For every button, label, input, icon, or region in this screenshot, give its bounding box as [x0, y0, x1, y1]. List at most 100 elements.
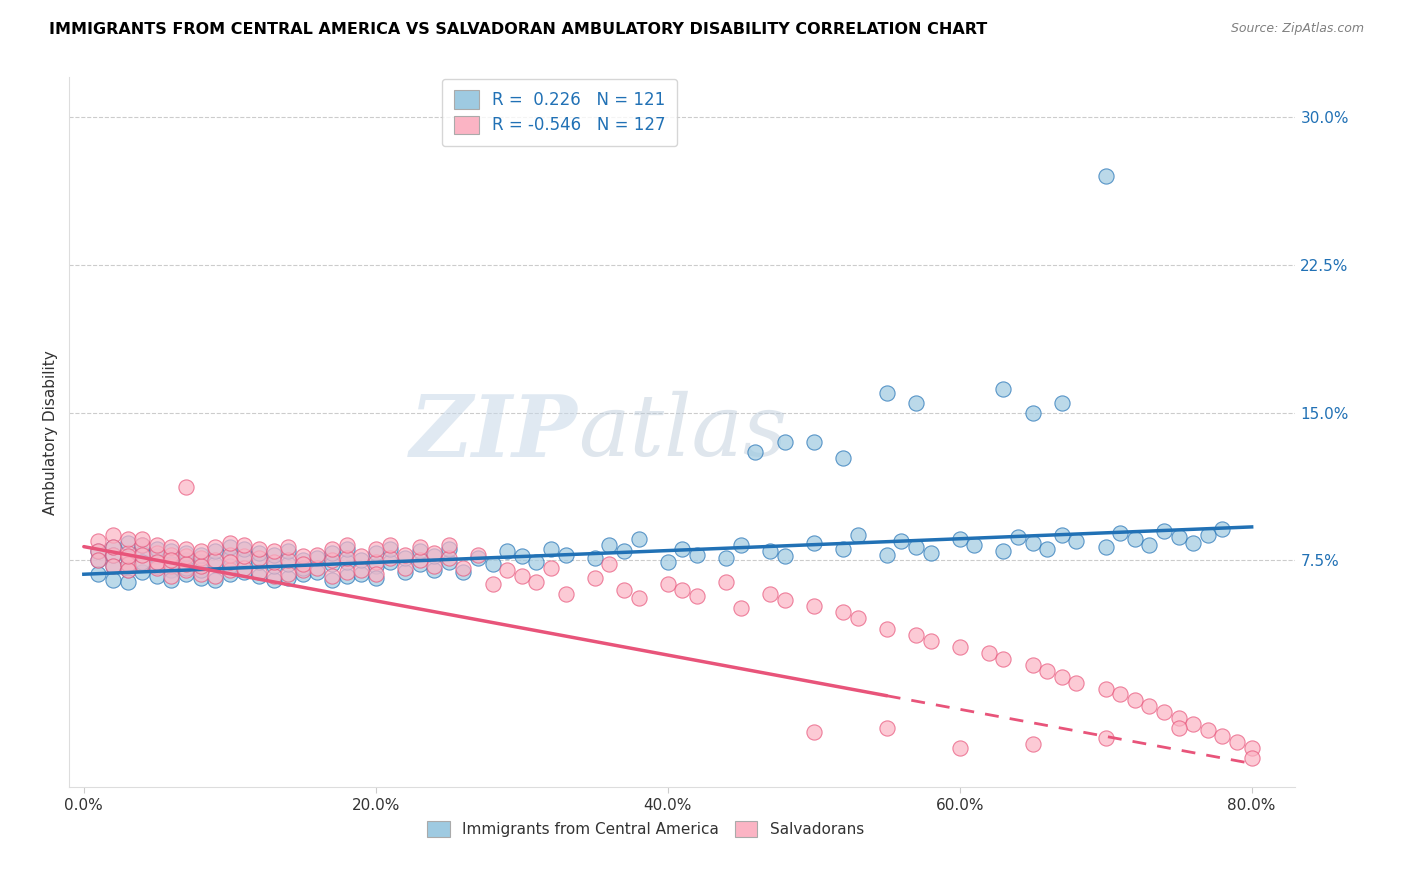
Point	[87, 543, 110, 558]
Point	[1167, 721, 1189, 735]
Point	[1123, 532, 1146, 546]
Point	[233, 553, 256, 567]
Point	[160, 548, 183, 562]
Point	[277, 553, 299, 567]
Point	[218, 535, 240, 549]
Point	[307, 561, 329, 575]
Point	[174, 545, 197, 559]
Point	[1021, 657, 1043, 672]
Point	[174, 563, 197, 577]
Point	[364, 545, 387, 559]
Point	[160, 551, 183, 566]
Point	[101, 540, 124, 554]
Point	[160, 569, 183, 583]
Point	[627, 591, 650, 605]
Point	[423, 545, 446, 559]
Point	[87, 567, 110, 582]
Point	[380, 551, 402, 566]
Point	[993, 543, 1015, 558]
Point	[204, 558, 226, 572]
Point	[247, 569, 270, 583]
Point	[160, 543, 183, 558]
Point	[174, 567, 197, 582]
Point	[1050, 528, 1073, 542]
Point	[1050, 670, 1073, 684]
Point	[160, 559, 183, 574]
Point	[686, 589, 709, 603]
Point	[263, 543, 285, 558]
Point	[1139, 538, 1161, 552]
Point	[146, 545, 169, 559]
Point	[204, 553, 226, 567]
Point	[277, 540, 299, 554]
Point	[117, 558, 139, 572]
Point	[233, 549, 256, 564]
Point	[160, 563, 183, 577]
Text: ZIP: ZIP	[411, 391, 578, 474]
Point	[744, 445, 766, 459]
Point	[510, 549, 533, 564]
Point	[1094, 540, 1116, 554]
Point	[380, 538, 402, 552]
Point	[598, 538, 620, 552]
Point	[540, 541, 562, 556]
Point	[291, 563, 314, 577]
Point	[174, 561, 197, 575]
Point	[993, 382, 1015, 396]
Point	[380, 541, 402, 556]
Point	[174, 541, 197, 556]
Point	[1226, 735, 1249, 749]
Point	[190, 555, 212, 569]
Point	[174, 481, 197, 495]
Point	[613, 543, 636, 558]
Point	[117, 535, 139, 549]
Point	[117, 563, 139, 577]
Point	[759, 587, 782, 601]
Point	[117, 549, 139, 564]
Point	[1094, 169, 1116, 183]
Point	[291, 567, 314, 582]
Point	[394, 561, 416, 575]
Point	[1007, 530, 1029, 544]
Point	[583, 551, 606, 566]
Point	[364, 559, 387, 574]
Point	[146, 549, 169, 564]
Point	[759, 543, 782, 558]
Point	[321, 545, 343, 559]
Point	[1021, 535, 1043, 549]
Point	[832, 450, 855, 465]
Point	[1197, 723, 1219, 737]
Point	[467, 551, 489, 566]
Point	[803, 599, 825, 613]
Point	[117, 558, 139, 572]
Point	[174, 558, 197, 572]
Point	[321, 569, 343, 583]
Point	[87, 553, 110, 567]
Point	[1094, 681, 1116, 696]
Point	[423, 559, 446, 574]
Point	[832, 541, 855, 556]
Point	[1109, 688, 1132, 702]
Point	[218, 567, 240, 582]
Point	[846, 528, 869, 542]
Point	[117, 532, 139, 546]
Point	[146, 555, 169, 569]
Point	[408, 553, 430, 567]
Point	[277, 558, 299, 572]
Point	[540, 561, 562, 575]
Point	[1021, 737, 1043, 751]
Point	[131, 538, 153, 552]
Point	[481, 577, 503, 591]
Point	[87, 543, 110, 558]
Point	[160, 540, 183, 554]
Point	[233, 566, 256, 580]
Point	[554, 587, 576, 601]
Point	[1211, 522, 1233, 536]
Point	[336, 541, 359, 556]
Point	[218, 559, 240, 574]
Point	[1066, 533, 1088, 548]
Point	[190, 543, 212, 558]
Point	[336, 566, 359, 580]
Point	[846, 610, 869, 624]
Point	[876, 623, 898, 637]
